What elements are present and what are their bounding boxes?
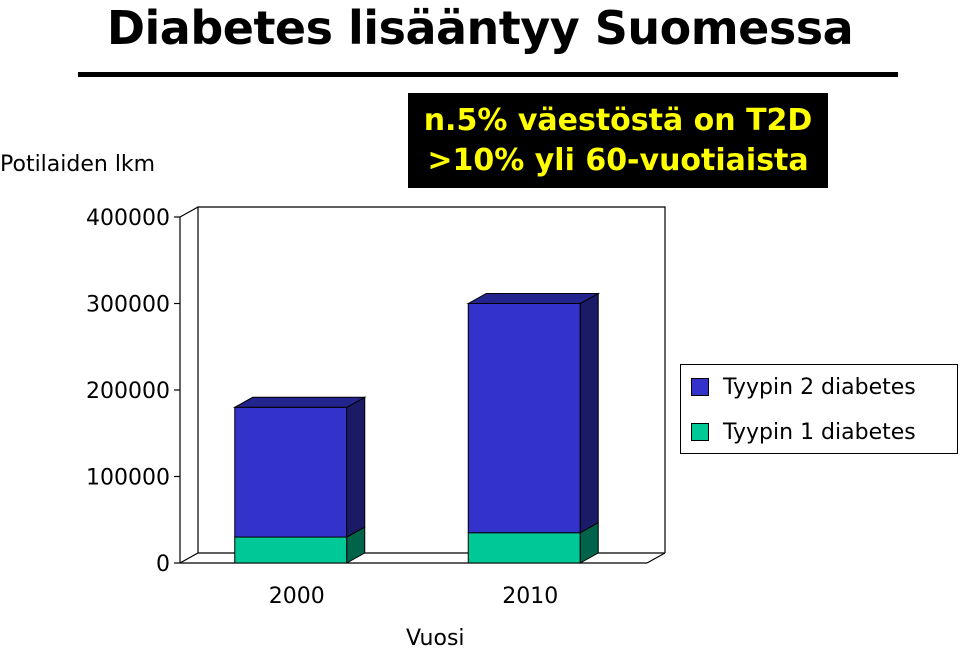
- title-underline: [78, 72, 898, 77]
- y-tick-label: 200000: [86, 379, 170, 404]
- x-tick-label: 2010: [502, 584, 558, 609]
- y-axis-label: Potilaiden lkm: [0, 152, 156, 177]
- bar-side: [579, 292, 599, 534]
- y-axis-top-edge: [179, 206, 199, 218]
- bar-front: [467, 532, 581, 564]
- bar-side: [346, 396, 366, 538]
- legend-item-type2: Tyypin 2 diabetes: [691, 372, 916, 402]
- callout-box: n.5% väestöstä on T2D >10% yli 60-vuotia…: [408, 93, 828, 188]
- chart-title: Diabetes lisääntyy Suomessa: [106, 1, 854, 55]
- legend-swatch-type1: [691, 423, 709, 441]
- y-tick-label: 100000: [86, 466, 170, 491]
- legend-label-type2: Tyypin 2 diabetes: [723, 374, 916, 400]
- legend: Tyypin 2 diabetes Tyypin 1 diabetes: [680, 364, 958, 454]
- y-tick-label: 0: [156, 552, 170, 577]
- legend-item-type1: Tyypin 1 diabetes: [691, 417, 916, 447]
- bar-top: [232, 396, 367, 408]
- x-axis-label: Vuosi: [406, 626, 465, 651]
- legend-label-type1: Tyypin 1 diabetes: [723, 419, 916, 445]
- bar-top: [466, 293, 601, 304]
- y-tick-label: 400000: [86, 206, 170, 231]
- legend-swatch-type2: [691, 378, 709, 396]
- bar-front: [234, 406, 348, 538]
- callout-line-2: >10% yli 60-vuotiaista: [427, 143, 809, 178]
- x-axis-corner: [646, 552, 666, 564]
- callout-line-1: n.5% väestöstä on T2D: [423, 103, 813, 138]
- x-tick-label: 2000: [269, 584, 325, 609]
- y-tick-label: 300000: [86, 293, 170, 318]
- bar-front: [467, 303, 581, 534]
- plot-back-wall: [197, 206, 666, 553]
- bar-front: [234, 536, 348, 564]
